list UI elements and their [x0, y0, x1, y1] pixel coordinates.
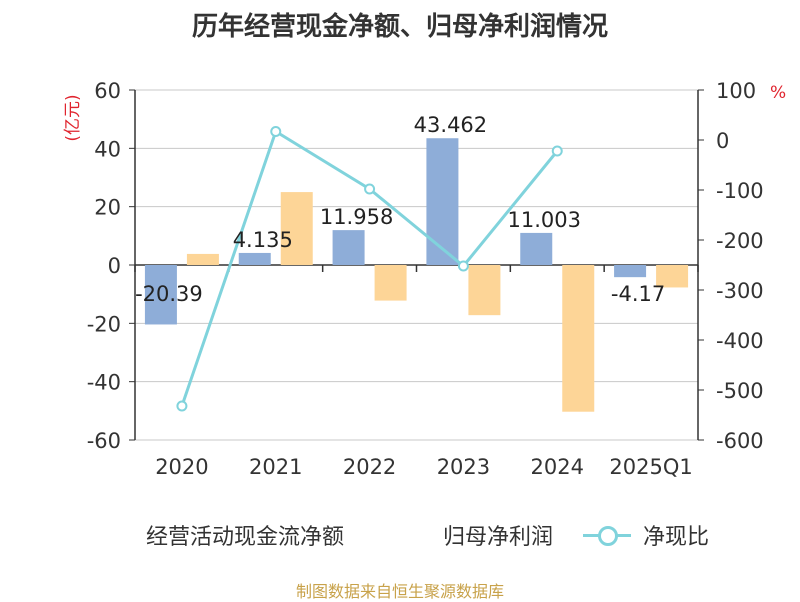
- bar-net-profit: [186, 253, 219, 265]
- point-cash-ratio: [270, 126, 282, 137]
- legend-swatch-cashflow: [86, 522, 134, 548]
- right-tick-label: -600: [716, 429, 764, 453]
- legend-item-net-profit[interactable]: 归母净利润: [383, 515, 553, 555]
- left-tick-label: -60: [87, 429, 121, 453]
- left-tick-label: -20: [87, 312, 121, 336]
- legend: 经营活动现金流净额 归母净利润 净现比: [0, 515, 800, 555]
- legend-label-cash-ratio: 净现比: [643, 525, 710, 550]
- right-tick-label: 100: [716, 79, 756, 103]
- legend-item-cash-ratio[interactable]: 净现比: [583, 515, 709, 555]
- bar-cashflow: [144, 265, 177, 325]
- data-label-cashflow: 11.003: [508, 208, 581, 232]
- right-tick-label: -100: [716, 179, 764, 203]
- data-label-cashflow: 43.462: [414, 113, 487, 137]
- data-label-cashflow: 4.135: [233, 228, 293, 252]
- bar-cashflow: [332, 230, 365, 265]
- right-tick-label: -200: [716, 229, 764, 253]
- legend-label-cashflow: 经营活动现金流净额: [146, 525, 345, 550]
- line-cash-ratio: [180, 129, 559, 407]
- source-note: 制图数据来自恒生聚源数据库: [295, 582, 504, 601]
- bar-cashflow: [614, 265, 647, 278]
- x-tick-label: 2021: [249, 455, 302, 479]
- legend-swatch-net-profit: [383, 522, 431, 548]
- bar-cashflow: [238, 252, 271, 265]
- right-axis-label: %: [770, 83, 786, 103]
- x-tick-label: 2024: [531, 455, 584, 479]
- legend-line-cash-ratio: [583, 522, 631, 548]
- bar-cashflow: [520, 232, 553, 265]
- legend-label-net-profit: 归母净利润: [443, 525, 554, 550]
- x-tick-label: 2025Q1: [609, 455, 692, 479]
- bar-net-profit: [562, 265, 595, 412]
- bar-net-profit: [656, 265, 689, 288]
- right-tick-label: -500: [716, 379, 764, 403]
- x-tick-label: 2022: [343, 455, 396, 479]
- x-tick-label: 2020: [155, 455, 208, 479]
- point-cash-ratio: [364, 183, 376, 195]
- right-tick-label: -300: [716, 279, 764, 303]
- data-label-cashflow: 11.958: [320, 205, 393, 229]
- left-tick-label: 20: [94, 196, 121, 220]
- bar-net-profit: [374, 265, 407, 301]
- right-tick-label: 0: [716, 129, 729, 153]
- left-tick-label: 60: [94, 79, 121, 103]
- bar-cashflow: [426, 138, 459, 265]
- point-cash-ratio: [551, 145, 563, 157]
- point-cash-ratio: [457, 260, 469, 272]
- left-tick-label: 0: [108, 254, 121, 278]
- left-axis-label: (亿元): [63, 94, 83, 141]
- bar-net-profit: [468, 265, 501, 316]
- left-tick-label: -40: [87, 371, 121, 395]
- point-cash-ratio: [176, 400, 188, 412]
- data-label-cashflow: -4.17: [611, 282, 665, 306]
- legend-item-cashflow[interactable]: 经营活动现金流净额: [86, 515, 344, 555]
- x-tick-label: 2023: [437, 455, 490, 479]
- data-label-cashflow: -20.39: [135, 282, 203, 306]
- right-tick-label: -400: [716, 329, 764, 353]
- bar-net-profit: [280, 192, 313, 265]
- left-tick-label: 40: [94, 137, 121, 161]
- chart-title: 历年经营现金净额、归母净利润情况: [191, 12, 608, 42]
